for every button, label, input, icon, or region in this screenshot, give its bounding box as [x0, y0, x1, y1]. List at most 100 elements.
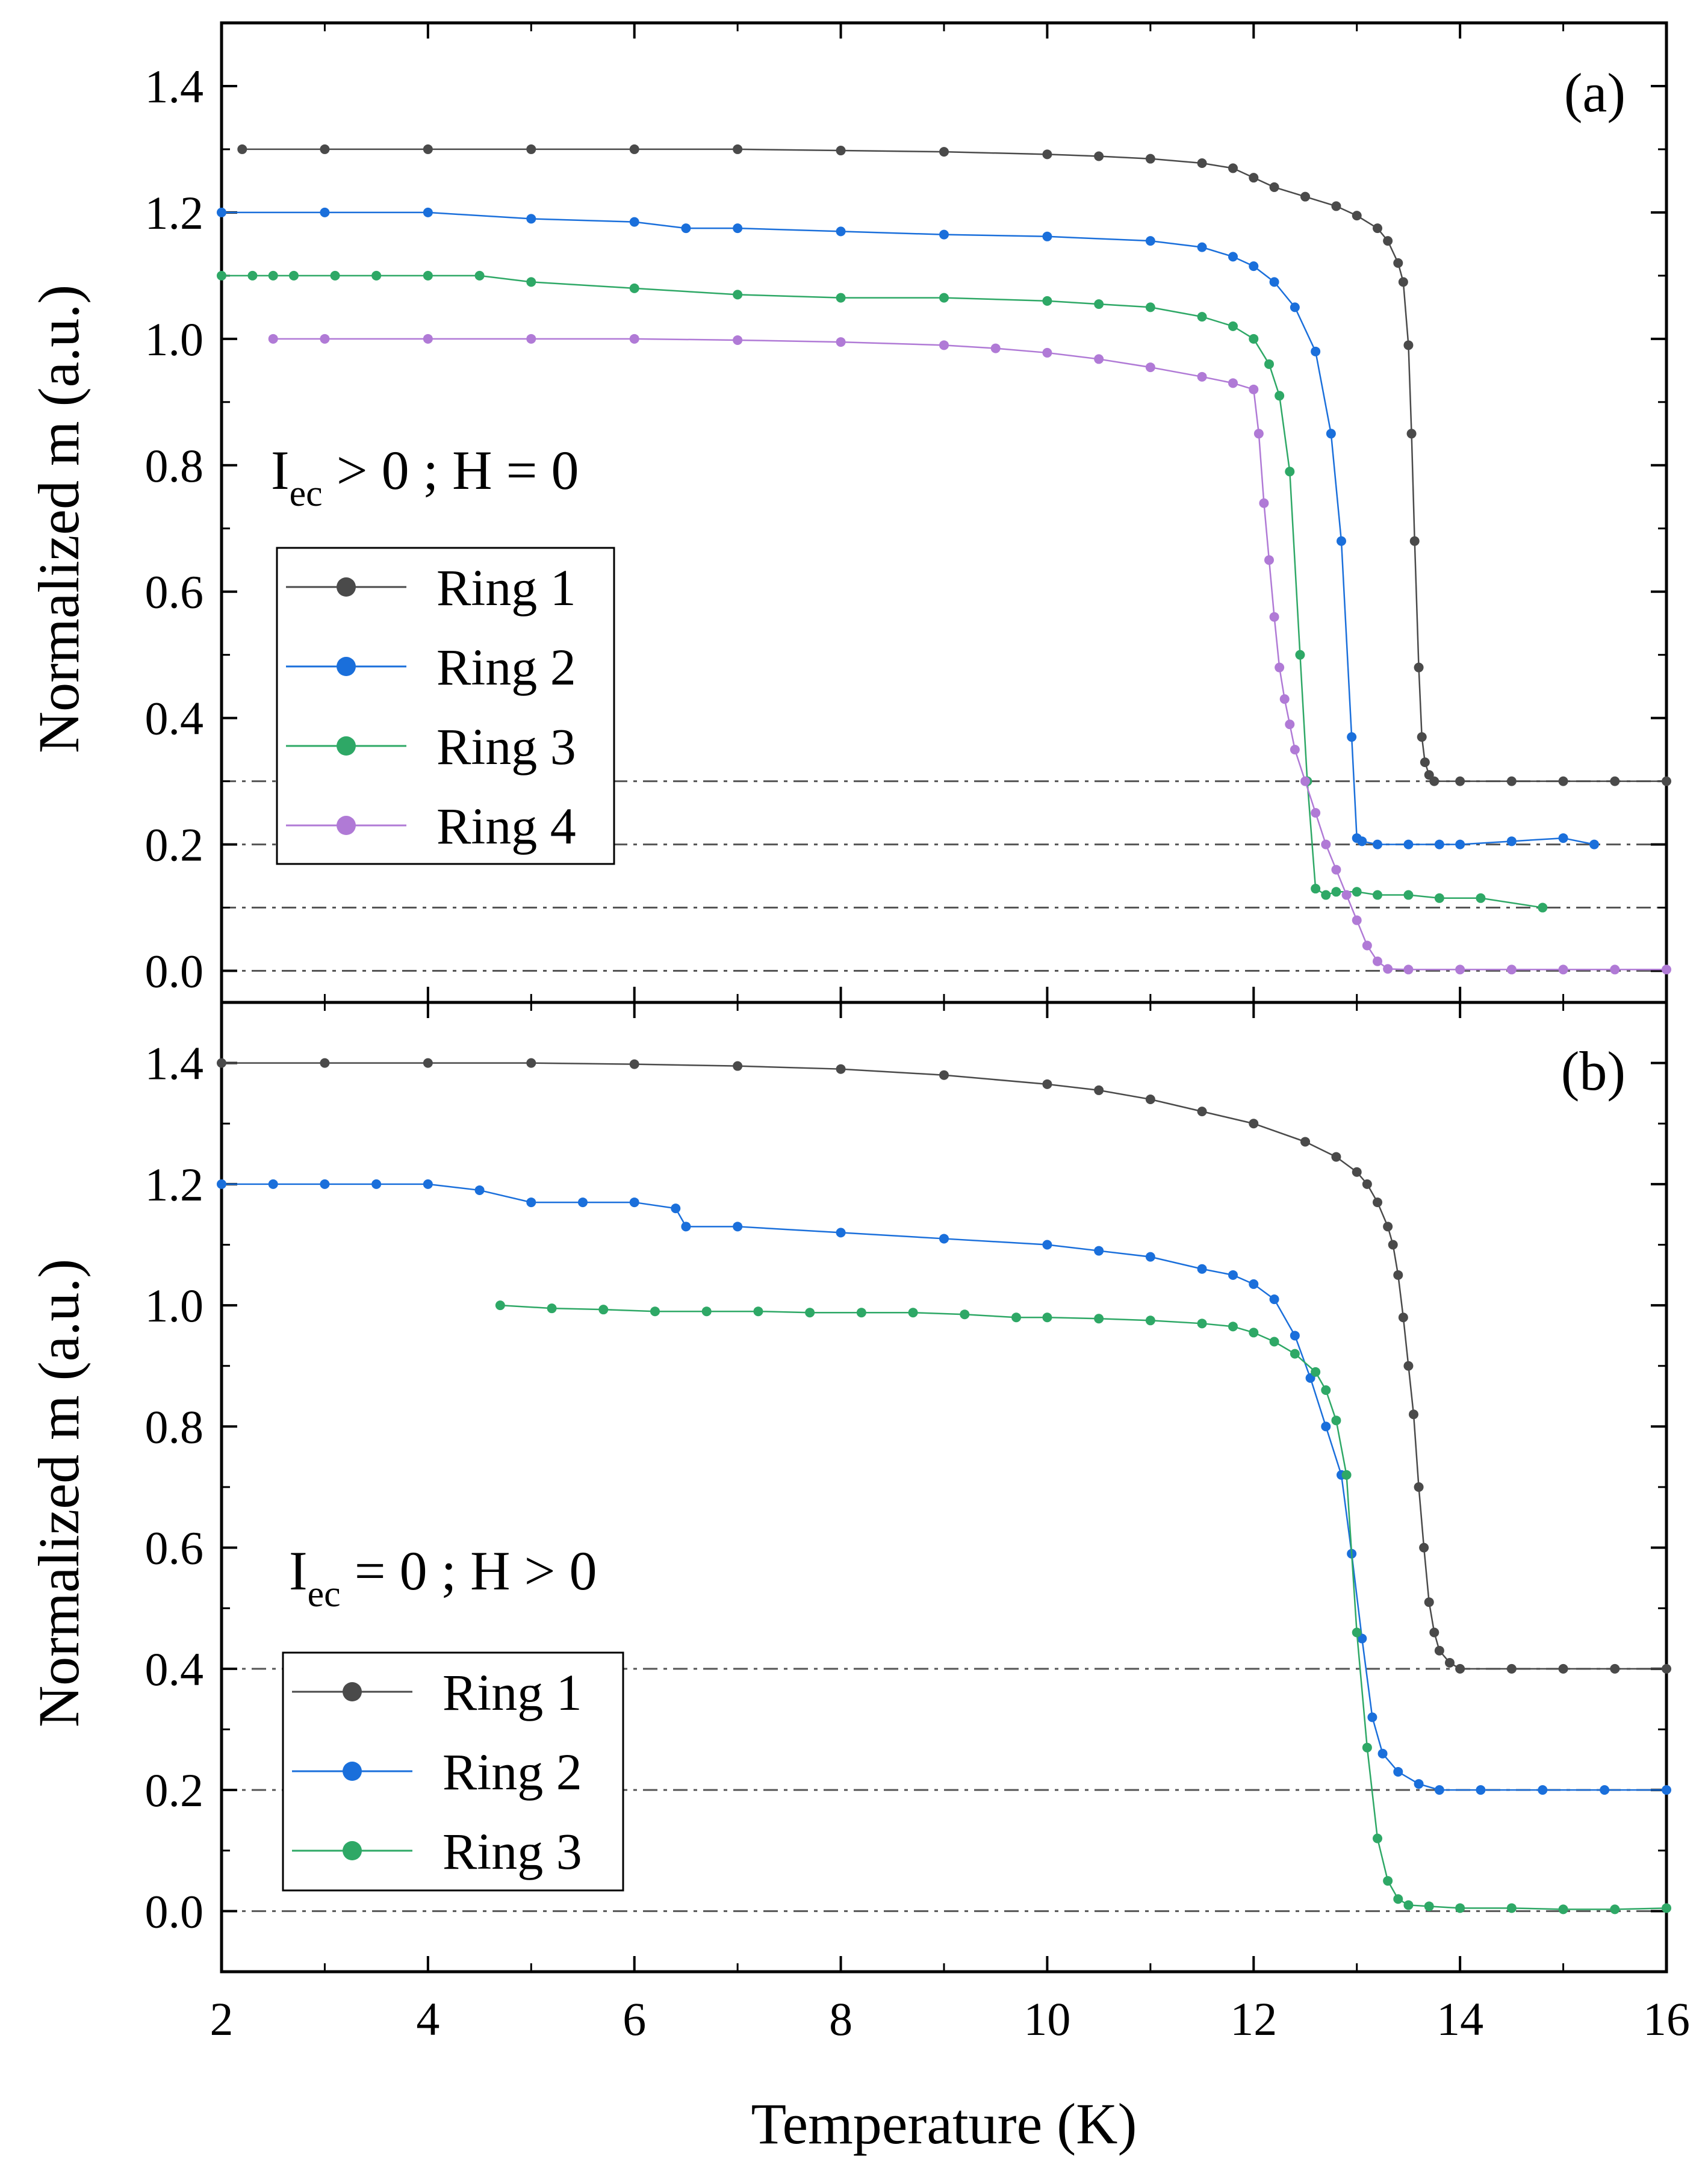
panel-a-legend-label-ring-4: Ring 4	[436, 797, 576, 855]
panel-b-point-ring-2	[1476, 1785, 1486, 1795]
panel-a-point-ring-1	[1197, 158, 1207, 169]
panel-a-point-ring-1	[836, 146, 846, 156]
panel-b-point-ring-1	[1094, 1085, 1104, 1095]
panel-b-point-ring-3	[1362, 1742, 1372, 1753]
panel-b-x-tick-label: 2	[210, 1993, 234, 2045]
panel-a-y-tick-label: 0.0	[145, 945, 204, 998]
panel-a-point-ring-4	[320, 334, 330, 344]
panel-b-point-ring-2	[681, 1222, 691, 1232]
panel-a-point-ring-4	[1662, 964, 1671, 975]
panel-a-point-ring-4	[1264, 555, 1274, 565]
panel-a-point-ring-4	[1259, 498, 1269, 508]
panel-a-legend: Ring 1 Ring 2 Ring 3 Ring 4	[276, 547, 615, 865]
panel-b-x-tick-label: 12	[1230, 1993, 1277, 2045]
panel-b-y-tick-label: 0.4	[145, 1643, 204, 1695]
panel-a-point-ring-3	[939, 293, 949, 303]
panel-a-point-ring-4	[1285, 719, 1295, 730]
panel-a-point-ring-3	[371, 270, 382, 281]
panel-a-point-ring-1	[1455, 776, 1465, 786]
panel-b-x-tick-label: 4	[416, 1993, 439, 2045]
panel-a-point-ring-3	[217, 270, 226, 281]
panel-b-legend: Ring 1 Ring 2 Ring 3	[282, 1651, 624, 1892]
panel-a-legend-entries: Ring 1 Ring 2 Ring 3 Ring 4	[286, 559, 576, 855]
panel-a-point-ring-1	[1420, 757, 1430, 768]
panel-b-point-ring-3	[1662, 1903, 1671, 1913]
panel-b-point-ring-3	[1352, 1627, 1362, 1638]
panel-b-legend-marker-ring-1	[343, 1682, 362, 1701]
panel-a-point-ring-1	[1662, 776, 1671, 786]
panel-b-point-ring-3	[856, 1308, 866, 1318]
panel-a-point-ring-4	[1094, 354, 1104, 364]
panel-a-point-ring-1	[1383, 236, 1393, 246]
panel-a-y-tick-label: 0.8	[145, 439, 204, 492]
panel-a-point-ring-4	[836, 337, 846, 347]
panel-b-point-ring-3	[1249, 1328, 1259, 1338]
panel-b-point-ring-1	[1403, 1361, 1414, 1371]
panel-a-point-ring-1	[1094, 151, 1104, 161]
panel-b-point-ring-1	[217, 1058, 226, 1068]
panel-b-point-ring-1	[1558, 1663, 1568, 1674]
panel-a-legend-label-ring-3: Ring 3	[436, 718, 576, 775]
panel-b-point-ring-2	[836, 1228, 846, 1238]
panel-a-point-ring-1	[1558, 776, 1568, 786]
panel-b-point-ring-2	[1249, 1279, 1259, 1289]
panel-b-point-ring-3	[1341, 1470, 1352, 1480]
panel-a-point-ring-2	[1403, 839, 1414, 849]
panel-a-point-ring-3	[526, 277, 536, 287]
panel-a-point-ring-2	[1326, 429, 1336, 439]
panel-b-point-ring-3	[1290, 1349, 1300, 1359]
panel-b-y-tick-label: 0.6	[145, 1522, 204, 1574]
panel-b-point-ring-1	[836, 1064, 846, 1074]
panel-b-point-ring-2	[1145, 1252, 1155, 1262]
panel-b-point-ring-3	[1506, 1903, 1517, 1913]
panel-a-point-ring-3	[733, 290, 743, 300]
panel-a-point-ring-3	[1275, 391, 1285, 401]
panel-b-point-ring-2	[1377, 1748, 1388, 1759]
panel-b-point-ring-3	[1393, 1894, 1403, 1904]
panel-a-point-ring-2	[1042, 231, 1052, 241]
panel-b-point-ring-3	[1373, 1833, 1382, 1843]
panel-a-point-ring-4	[1403, 964, 1414, 975]
panel-a-point-ring-2	[836, 226, 846, 237]
panel-b-point-ring-3	[908, 1308, 918, 1318]
panel-b-point-ring-1	[1445, 1657, 1455, 1668]
panel-a-point-ring-2	[939, 229, 949, 240]
panel-a-point-ring-4	[1275, 662, 1285, 672]
panel-a-legend-label-ring-1: Ring 1	[436, 559, 576, 616]
panel-b-point-ring-1	[1300, 1137, 1310, 1147]
panel-a-point-ring-2	[526, 214, 536, 224]
panel-a-point-ring-4	[733, 335, 743, 345]
panel-b-point-ring-3	[1228, 1321, 1238, 1332]
panel-a-point-ring-2	[1506, 836, 1517, 846]
panel-a-point-ring-3	[1228, 321, 1238, 331]
panel-a-point-ring-2	[1455, 839, 1465, 849]
panel-b-ticks: 0.0 0.2 0.4 0.6 0.8 1.0 1.2 1.4 2 4 6 8 10 12 14 16	[145, 1002, 1690, 2045]
panel-b-point-ring-1	[1455, 1663, 1465, 1674]
panel-b-point-ring-1	[1373, 1197, 1382, 1208]
panel-b-point-ring-1	[939, 1070, 949, 1080]
panel-a-point-ring-2	[681, 223, 691, 234]
panel-b-point-ring-2	[1367, 1712, 1377, 1722]
panel-a-point-ring-1	[423, 144, 433, 154]
panel-a-point-ring-2	[1357, 836, 1367, 846]
panel-a-point-ring-1	[1249, 173, 1259, 183]
panel-b-point-ring-2	[1538, 1785, 1548, 1795]
panel-a-point-ring-2	[1249, 261, 1259, 272]
panel-b-point-ring-3	[701, 1306, 712, 1317]
panel-a-point-ring-3	[247, 270, 258, 281]
panel-b-x-tick-label: 10	[1023, 1993, 1070, 2045]
x-axis-title: Temperature (K)	[751, 2092, 1137, 2156]
panel-b-point-ring-2	[371, 1179, 382, 1189]
panel-a-y-tick-label: 0.4	[145, 692, 204, 745]
panel-a-annotation: Iec > 0 ; H = 0	[271, 439, 579, 514]
panel-a-point-ring-4	[1253, 429, 1264, 439]
panel-a-point-ring-1	[1042, 149, 1052, 160]
panel-a-point-ring-4	[1352, 915, 1362, 925]
panel-a-legend-marker-ring-3	[337, 736, 356, 756]
panel-b-point-ring-3	[1331, 1415, 1341, 1426]
panel-a-y-tick-label: 1.4	[145, 60, 204, 113]
panel-b-point-ring-3	[805, 1308, 815, 1318]
panel-a-point-ring-4	[1300, 776, 1310, 786]
panel-b: 0.0 0.2 0.4 0.6 0.8 1.0 1.2 1.4 2 4 6 8 10 12 14 16 (b)…	[145, 1001, 1690, 2045]
